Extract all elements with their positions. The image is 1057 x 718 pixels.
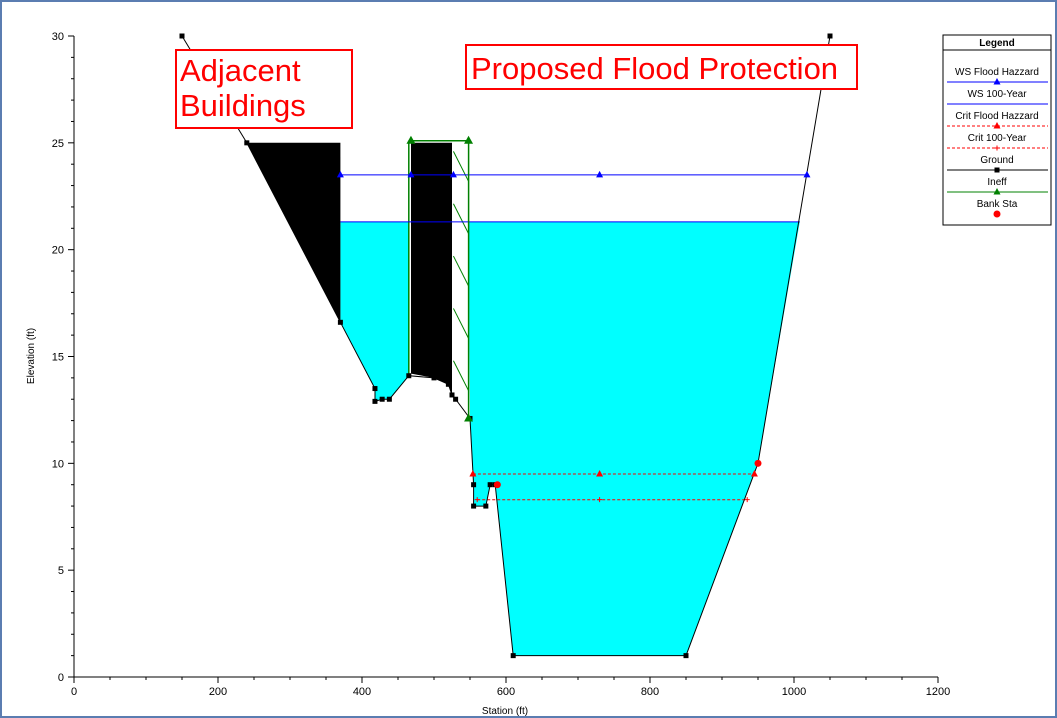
- series-point-ground: [683, 653, 689, 659]
- legend: Legend WS Flood Hazzard WS 100-Year Crit F…: [942, 34, 1052, 226]
- series-point-ground: [827, 33, 833, 39]
- series-point-ineff: [406, 135, 416, 144]
- water-fill-left: [340, 221, 409, 402]
- series-point-ws-flood-hazzard: [449, 170, 457, 178]
- ineff-hatch-line: [452, 203, 470, 234]
- series-point-crit-100-year: [744, 497, 750, 503]
- x-axis-title: Station (ft): [482, 706, 528, 717]
- series-point-ground: [386, 396, 392, 402]
- ineff-hatch-line: [452, 151, 470, 182]
- series-point-ws-flood-hazzard: [336, 170, 344, 178]
- annotation-proposed-flood-protection: Proposed Flood Protection: [471, 51, 838, 86]
- x-tick-label: 800: [641, 686, 659, 698]
- legend-box: [942, 34, 1052, 226]
- ineff-hatch-line: [452, 308, 470, 339]
- annotation-box-adjacent-buildings: [175, 49, 353, 129]
- series-point-ground: [445, 381, 451, 387]
- legend-marker-crit-100-year: [994, 145, 1000, 151]
- series-point-ground: [372, 398, 378, 404]
- legend-marker-ground: [994, 167, 1000, 173]
- series-point-bank-sta: [754, 459, 762, 467]
- series-point-ground: [453, 396, 459, 402]
- series-point-ground: [483, 503, 489, 509]
- x-tick-label: 1000: [782, 686, 806, 698]
- y-tick-label: 15: [52, 352, 64, 364]
- series-point-bank-sta: [493, 481, 501, 489]
- series-point-crit-flood-hazzard: [469, 470, 477, 477]
- series-point-ground: [337, 319, 343, 325]
- series-point-ground: [449, 392, 455, 398]
- x-tick-label: 400: [353, 686, 371, 698]
- series-point-ground: [471, 503, 477, 509]
- legend-marker-ws-flood-hazzard: [993, 78, 1001, 85]
- series-point-ground: [244, 140, 250, 146]
- adjacent-building-middle: [411, 142, 452, 395]
- legend-marker-crit-flood-hazzard: [993, 122, 1001, 129]
- y-tick-label: 10: [52, 458, 64, 470]
- annotation-adjacent-buildings: Adjacent Buildings: [180, 53, 306, 123]
- y-tick-label: 5: [58, 565, 64, 577]
- ineff-hatch-line: [452, 360, 470, 391]
- series-point-ground: [471, 482, 477, 488]
- series-point-crit-flood-hazzard: [750, 470, 758, 477]
- series-point-crit-100-year: [474, 497, 480, 503]
- series-point-ground: [379, 396, 385, 402]
- series-point-ground: [510, 653, 516, 659]
- series-point-ineff: [464, 413, 474, 422]
- series-point-ground: [372, 386, 378, 392]
- water-fill-main: [468, 221, 800, 656]
- series-point-ground: [406, 373, 412, 379]
- series-point-crit-100-year: [597, 497, 603, 503]
- series-point-ws-flood-hazzard: [407, 170, 415, 178]
- legend-label-bank-sta: Bank Sta: [977, 199, 1018, 210]
- legend-label-crit-100-year: Crit 100-Year: [968, 133, 1027, 144]
- legend-label-ws-flood-hazzard: WS Flood Hazzard: [955, 67, 1039, 78]
- annotation-box-proposed-flood-protection: [465, 44, 858, 90]
- y-tick-label: 25: [52, 138, 64, 150]
- series-point-ground: [179, 33, 185, 39]
- ineff-hatch-line: [452, 255, 470, 287]
- legend-label-ws-100-year: WS 100-Year: [967, 89, 1027, 100]
- y-tick-label: 0: [58, 672, 64, 684]
- legend-marker-ineff: [993, 188, 1001, 195]
- legend-label-crit-flood-hazzard: Crit Flood Hazzard: [955, 111, 1038, 122]
- series-point-ineff: [464, 135, 474, 144]
- series-point-crit-flood-hazzard: [596, 470, 604, 477]
- x-tick-label: 200: [209, 686, 227, 698]
- x-tick-label: 600: [497, 686, 515, 698]
- series-point-ground: [487, 482, 493, 488]
- y-tick-label: 30: [52, 31, 64, 43]
- series-point-ws-flood-hazzard: [596, 170, 604, 178]
- legend-label-ineff: Ineff: [987, 177, 1006, 188]
- series-point-ws-flood-hazzard: [803, 170, 811, 178]
- x-tick-label: 0: [71, 686, 77, 698]
- y-tick-label: 20: [52, 245, 64, 257]
- series-point-ground: [431, 375, 437, 381]
- legend-label-ground: Ground: [980, 155, 1013, 166]
- y-axis-title: Elevation (ft): [26, 328, 37, 384]
- x-tick-label: 1200: [926, 686, 950, 698]
- legend-marker-bank-sta: [993, 210, 1001, 218]
- legend-title: Legend: [979, 38, 1015, 49]
